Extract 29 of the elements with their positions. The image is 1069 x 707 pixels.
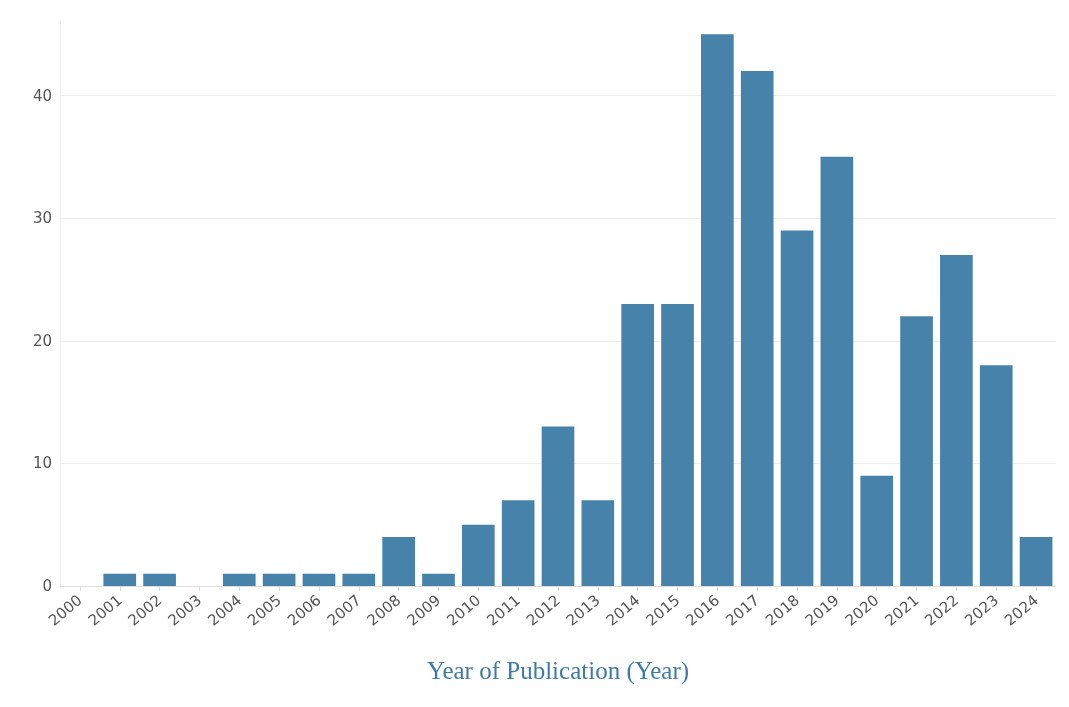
bar [701, 34, 734, 586]
x-axis-title: Year of Publication (Year) [426, 657, 690, 685]
bar [820, 156, 854, 586]
bar [103, 573, 137, 586]
bar [860, 475, 894, 586]
bar [342, 573, 376, 586]
y-tick-label: 40 [32, 86, 52, 105]
y-tick-label: 10 [32, 454, 52, 473]
y-tick-label: 0 [42, 577, 52, 595]
bar [621, 304, 655, 586]
y-tick-label: 20 [32, 331, 52, 350]
bar [581, 500, 615, 586]
bar [940, 254, 973, 586]
bar [780, 230, 814, 586]
bar [262, 573, 296, 586]
y-tick-label: 30 [32, 209, 52, 228]
bar [382, 536, 415, 586]
bar [302, 573, 336, 586]
bar [541, 426, 575, 586]
bar [222, 573, 256, 586]
bar [501, 500, 535, 586]
bar [661, 304, 694, 586]
bar [1019, 536, 1053, 586]
bar [979, 365, 1013, 586]
bar [461, 524, 495, 586]
bar [422, 573, 455, 586]
bar [740, 71, 774, 586]
bar [143, 573, 176, 586]
bar [900, 316, 933, 586]
